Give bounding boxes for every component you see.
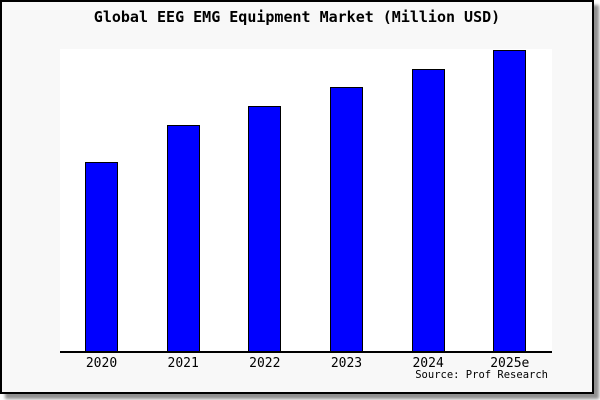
x-tick-label-2025e: 2025e [490, 356, 530, 371]
x-tick-label-2024: 2024 [412, 356, 444, 371]
chart-window: Global EEG EMG Equipment Market (Million… [0, 0, 594, 394]
bar-2022 [248, 106, 282, 351]
x-tick-label-2021: 2021 [167, 356, 199, 371]
x-tick-label-2020: 2020 [85, 356, 118, 371]
bar-2025e [493, 50, 527, 351]
chart-title: Global EEG EMG Equipment Market (Million… [93, 8, 501, 26]
source-note: Source: Prof Research [415, 369, 548, 381]
bar-2023 [329, 87, 363, 351]
bar-2024 [411, 69, 445, 351]
bar-2021 [166, 125, 200, 351]
bar-2020 [85, 162, 118, 351]
x-tick-label-2022: 2022 [249, 356, 281, 371]
x-tick-label-2023: 2023 [330, 356, 363, 371]
plot-area [60, 49, 552, 353]
